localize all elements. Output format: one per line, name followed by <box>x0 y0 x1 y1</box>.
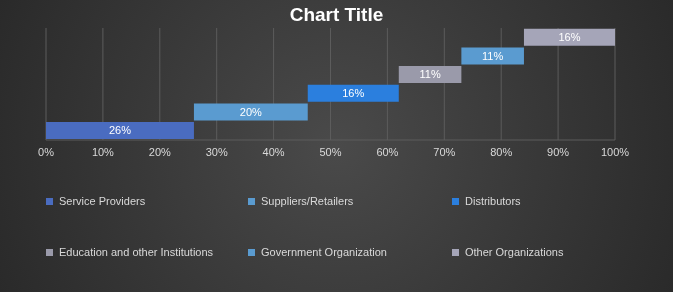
html-text:Government Organization: Government Organization <box>261 246 387 258</box>
svg-text:16%: 16% <box>558 31 580 43</box>
html-text:Chart Title: Chart Title <box>289 4 384 25</box>
svg-text:60%: 60% <box>376 146 398 158</box>
svg-text:80%: 80% <box>490 146 512 158</box>
svg-text:20%: 20% <box>240 106 262 118</box>
html-text:Other Organizations: Other Organizations <box>465 246 564 258</box>
svg-text:0%: 0% <box>38 146 54 158</box>
svg-text:70%: 70% <box>433 146 455 158</box>
svg-text:26%: 26% <box>109 124 131 136</box>
svg-text:11%: 11% <box>482 50 503 62</box>
html-text:Education and other Institutio: Education and other Institutions <box>59 246 214 258</box>
svg-text:40%: 40% <box>263 146 285 158</box>
svg-text:90%: 90% <box>547 146 569 158</box>
html-text:Suppliers/Retailers: Suppliers/Retailers <box>261 195 354 207</box>
svg-text:10%: 10% <box>92 146 114 158</box>
svg-text:11%: 11% <box>419 68 440 80</box>
svg-text:20%: 20% <box>149 146 171 158</box>
html-text:Service Providers: Service Providers <box>59 195 146 207</box>
svg-text:100%: 100% <box>601 146 629 158</box>
html-text:Distributors: Distributors <box>465 195 521 207</box>
svg-text:50%: 50% <box>319 146 341 158</box>
svg-text:30%: 30% <box>206 146 228 158</box>
svg-text:16%: 16% <box>342 87 364 99</box>
